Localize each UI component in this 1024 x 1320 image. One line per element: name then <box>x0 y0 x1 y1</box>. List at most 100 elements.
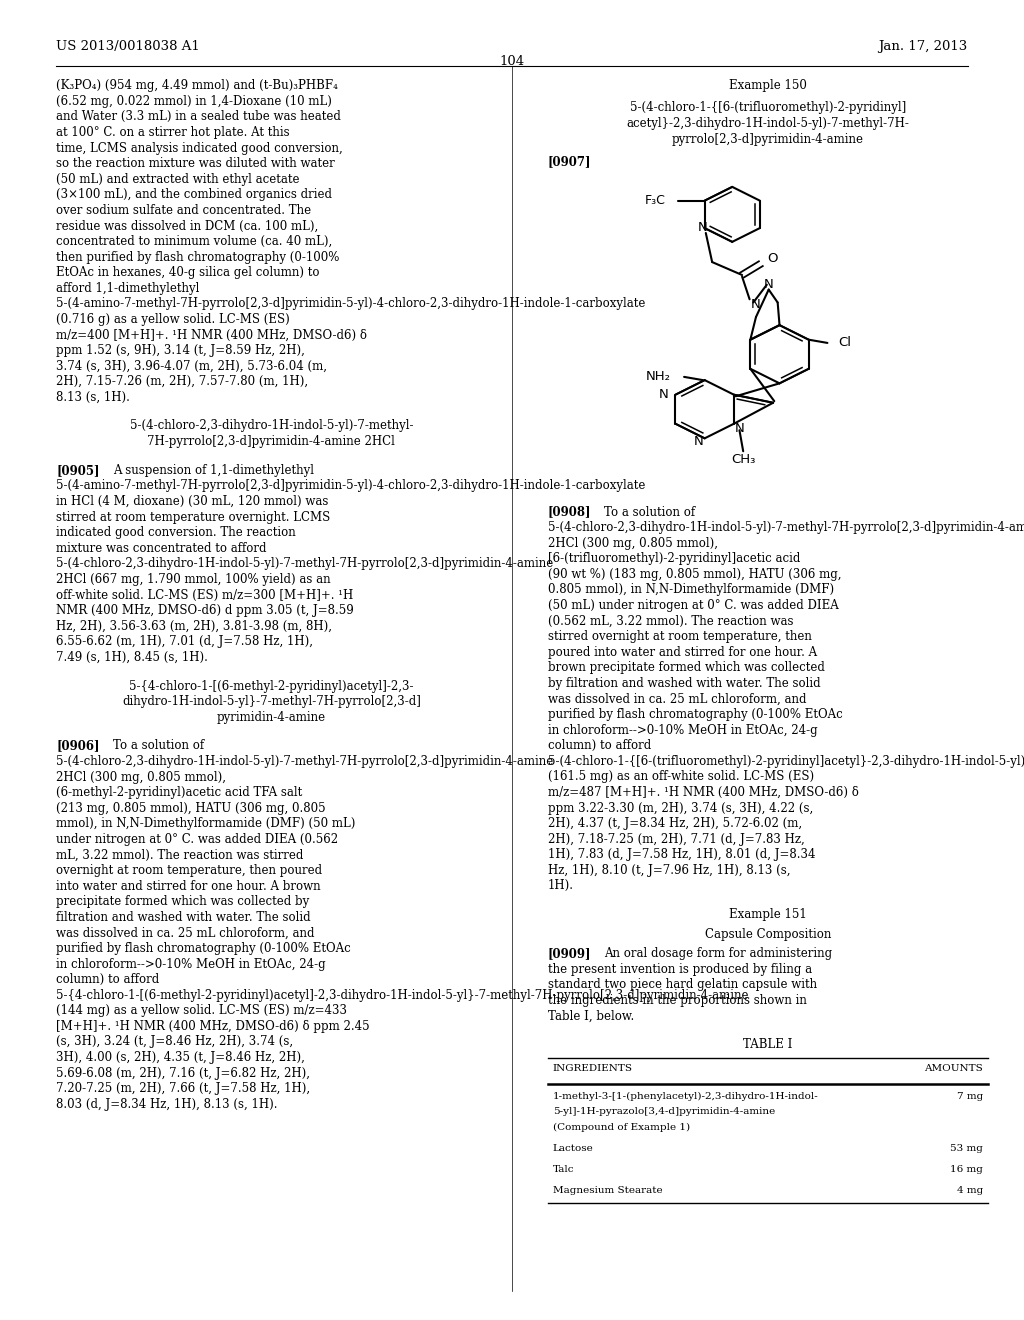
Text: by filtration and washed with water. The solid: by filtration and washed with water. The… <box>548 677 820 690</box>
Text: AMOUNTS: AMOUNTS <box>925 1064 983 1073</box>
Text: was dissolved in ca. 25 mL chloroform, and: was dissolved in ca. 25 mL chloroform, a… <box>548 693 806 705</box>
Text: INGREDIENTS: INGREDIENTS <box>553 1064 633 1073</box>
Text: 5-(4-chloro-1-{[6-(trifluoromethyl)-2-pyridinyl]: 5-(4-chloro-1-{[6-(trifluoromethyl)-2-py… <box>630 102 906 115</box>
Text: acetyl}-2,3-dihydro-1H-indol-5-yl)-7-methyl-7H-: acetyl}-2,3-dihydro-1H-indol-5-yl)-7-met… <box>627 117 909 129</box>
Text: 4 mg: 4 mg <box>956 1185 983 1195</box>
Text: 5-(4-chloro-2,3-dihydro-1H-indol-5-yl)-7-methyl-7H-pyrrolo[2,3-d]pyrimidin-4-ami: 5-(4-chloro-2,3-dihydro-1H-indol-5-yl)-7… <box>56 755 554 768</box>
Text: 104: 104 <box>500 55 524 69</box>
Text: (3×100 mL), and the combined organics dried: (3×100 mL), and the combined organics dr… <box>56 189 333 201</box>
Text: (161.5 mg) as an off-white solid. LC-MS (ES): (161.5 mg) as an off-white solid. LC-MS … <box>548 771 814 783</box>
Text: US 2013/0018038 A1: US 2013/0018038 A1 <box>56 40 200 53</box>
Text: 1H), 7.83 (d, J=7.58 Hz, 1H), 8.01 (d, J=8.34: 1H), 7.83 (d, J=7.58 Hz, 1H), 8.01 (d, J… <box>548 849 815 861</box>
Text: off-white solid. LC-MS (ES) m/z=300 [M+H]+. ¹H: off-white solid. LC-MS (ES) m/z=300 [M+H… <box>56 589 353 602</box>
Text: (Compound of Example 1): (Compound of Example 1) <box>553 1123 690 1133</box>
Text: An oral dosage form for administering: An oral dosage form for administering <box>604 948 833 960</box>
Text: 7.49 (s, 1H), 8.45 (s, 1H).: 7.49 (s, 1H), 8.45 (s, 1H). <box>56 651 208 664</box>
Text: 2HCl (667 mg, 1.790 mmol, 100% yield) as an: 2HCl (667 mg, 1.790 mmol, 100% yield) as… <box>56 573 331 586</box>
Text: mL, 3.22 mmol). The reaction was stirred: mL, 3.22 mmol). The reaction was stirred <box>56 849 304 862</box>
Text: 53 mg: 53 mg <box>950 1144 983 1152</box>
Text: To a solution of: To a solution of <box>604 506 695 519</box>
Text: purified by flash chromatography (0-100% EtOAc: purified by flash chromatography (0-100%… <box>56 942 351 954</box>
Text: Example 151: Example 151 <box>729 908 807 921</box>
Text: 5-yl]-1H-pyrazolo[3,4-d]pyrimidin-4-amine: 5-yl]-1H-pyrazolo[3,4-d]pyrimidin-4-amin… <box>553 1107 775 1117</box>
Text: (6-methyl-2-pyridinyl)acetic acid TFA salt: (6-methyl-2-pyridinyl)acetic acid TFA sa… <box>56 787 302 799</box>
Text: Table I, below.: Table I, below. <box>548 1010 634 1023</box>
Text: N: N <box>734 422 744 436</box>
Text: N: N <box>764 279 773 292</box>
Text: Cl: Cl <box>839 337 852 350</box>
Text: N: N <box>694 436 703 447</box>
Text: stirred at room temperature overnight. LCMS: stirred at room temperature overnight. L… <box>56 511 331 524</box>
Text: overnight at room temperature, then poured: overnight at room temperature, then pour… <box>56 865 323 876</box>
Text: in chloroform-->0-10% MeOH in EtOAc, 24-g: in chloroform-->0-10% MeOH in EtOAc, 24-… <box>548 723 817 737</box>
Text: over sodium sulfate and concentrated. The: over sodium sulfate and concentrated. Th… <box>56 203 311 216</box>
Text: A suspension of 1,1-dimethylethyl: A suspension of 1,1-dimethylethyl <box>113 463 313 477</box>
Text: concentrated to minimum volume (ca. 40 mL),: concentrated to minimum volume (ca. 40 m… <box>56 235 333 248</box>
Text: 1-methyl-3-[1-(phenylacetyl)-2,3-dihydro-1H-indol-: 1-methyl-3-[1-(phenylacetyl)-2,3-dihydro… <box>553 1092 819 1101</box>
Text: mmol), in N,N-Dimethylformamide (DMF) (50 mL): mmol), in N,N-Dimethylformamide (DMF) (5… <box>56 817 355 830</box>
Text: m/z=487 [M+H]+. ¹H NMR (400 MHz, DMSO-d6) δ: m/z=487 [M+H]+. ¹H NMR (400 MHz, DMSO-d6… <box>548 785 859 799</box>
Text: [M+H]+. ¹H NMR (400 MHz, DMSO-d6) δ ppm 2.45: [M+H]+. ¹H NMR (400 MHz, DMSO-d6) δ ppm … <box>56 1020 370 1032</box>
Text: afford 1,1-dimethylethyl: afford 1,1-dimethylethyl <box>56 281 200 294</box>
Text: 5-(4-chloro-2,3-dihydro-1H-indol-5-yl)-7-methyl-7H-pyrrolo[2,3-d]pyrimidin-4-ami: 5-(4-chloro-2,3-dihydro-1H-indol-5-yl)-7… <box>56 557 554 570</box>
Text: residue was dissolved in DCM (ca. 100 mL),: residue was dissolved in DCM (ca. 100 mL… <box>56 219 318 232</box>
Text: (50 mL) and extracted with ethyl acetate: (50 mL) and extracted with ethyl acetate <box>56 173 300 186</box>
Text: 2HCl (300 mg, 0.805 mmol),: 2HCl (300 mg, 0.805 mmol), <box>548 537 718 549</box>
Text: TABLE I: TABLE I <box>743 1039 793 1051</box>
Text: NMR (400 MHz, DMSO-d6) d ppm 3.05 (t, J=8.59: NMR (400 MHz, DMSO-d6) d ppm 3.05 (t, J=… <box>56 605 354 616</box>
Text: Hz, 1H), 8.10 (t, J=7.96 Hz, 1H), 8.13 (s,: Hz, 1H), 8.10 (t, J=7.96 Hz, 1H), 8.13 (… <box>548 863 791 876</box>
Text: mixture was concentrated to afford: mixture was concentrated to afford <box>56 541 267 554</box>
Text: (0.562 mL, 3.22 mmol). The reaction was: (0.562 mL, 3.22 mmol). The reaction was <box>548 615 794 627</box>
Text: ppm 1.52 (s, 9H), 3.14 (t, J=8.59 Hz, 2H),: ppm 1.52 (s, 9H), 3.14 (t, J=8.59 Hz, 2H… <box>56 345 305 356</box>
Text: Jan. 17, 2013: Jan. 17, 2013 <box>879 40 968 53</box>
Text: (0.716 g) as a yellow solid. LC-MS (ES): (0.716 g) as a yellow solid. LC-MS (ES) <box>56 313 290 326</box>
Text: O: O <box>767 252 777 265</box>
Text: so the reaction mixture was diluted with water: so the reaction mixture was diluted with… <box>56 157 335 170</box>
Text: the present invention is produced by filing a: the present invention is produced by fil… <box>548 962 812 975</box>
Text: 7H-pyrrolo[2,3-d]pyrimidin-4-amine 2HCl: 7H-pyrrolo[2,3-d]pyrimidin-4-amine 2HCl <box>147 436 395 447</box>
Text: NH₂: NH₂ <box>646 371 671 383</box>
Text: (90 wt %) (183 mg, 0.805 mmol), HATU (306 mg,: (90 wt %) (183 mg, 0.805 mmol), HATU (30… <box>548 568 842 581</box>
Text: (K₃PO₄) (954 mg, 4.49 mmol) and (t-Bu)₃PHBF₄: (K₃PO₄) (954 mg, 4.49 mmol) and (t-Bu)₃P… <box>56 79 338 92</box>
Text: CH₃: CH₃ <box>731 453 756 466</box>
Text: 16 mg: 16 mg <box>950 1164 983 1173</box>
Text: [0906]: [0906] <box>56 739 99 752</box>
Text: Magnesium Stearate: Magnesium Stearate <box>553 1185 663 1195</box>
Text: (213 mg, 0.805 mmol), HATU (306 mg, 0.805: (213 mg, 0.805 mmol), HATU (306 mg, 0.80… <box>56 801 326 814</box>
Text: stirred overnight at room temperature, then: stirred overnight at room temperature, t… <box>548 630 812 643</box>
Text: in HCl (4 M, dioxane) (30 mL, 120 mmol) was: in HCl (4 M, dioxane) (30 mL, 120 mmol) … <box>56 495 329 508</box>
Text: time, LCMS analysis indicated good conversion,: time, LCMS analysis indicated good conve… <box>56 141 343 154</box>
Text: Talc: Talc <box>553 1164 574 1173</box>
Text: 2HCl (300 mg, 0.805 mmol),: 2HCl (300 mg, 0.805 mmol), <box>56 771 226 784</box>
Text: column) to afford: column) to afford <box>56 973 160 986</box>
Text: EtOAc in hexanes, 40-g silica gel column) to: EtOAc in hexanes, 40-g silica gel column… <box>56 267 319 279</box>
Text: ppm 3.22-3.30 (m, 2H), 3.74 (s, 3H), 4.22 (s,: ppm 3.22-3.30 (m, 2H), 3.74 (s, 3H), 4.2… <box>548 801 813 814</box>
Text: 5-(4-chloro-2,3-dihydro-1H-indol-5-yl)-7-methyl-: 5-(4-chloro-2,3-dihydro-1H-indol-5-yl)-7… <box>130 420 413 433</box>
Text: 2H), 4.37 (t, J=8.34 Hz, 2H), 5.72-6.02 (m,: 2H), 4.37 (t, J=8.34 Hz, 2H), 5.72-6.02 … <box>548 817 802 830</box>
Text: 3H), 4.00 (s, 2H), 4.35 (t, J=8.46 Hz, 2H),: 3H), 4.00 (s, 2H), 4.35 (t, J=8.46 Hz, 2… <box>56 1051 305 1064</box>
Text: Lactose: Lactose <box>553 1144 594 1152</box>
Text: 6.55-6.62 (m, 1H), 7.01 (d, J=7.58 Hz, 1H),: 6.55-6.62 (m, 1H), 7.01 (d, J=7.58 Hz, 1… <box>56 635 313 648</box>
Text: N: N <box>658 388 668 401</box>
Text: poured into water and stirred for one hour. A: poured into water and stirred for one ho… <box>548 645 817 659</box>
Text: [0909]: [0909] <box>548 948 591 960</box>
Text: indicated good conversion. The reaction: indicated good conversion. The reaction <box>56 527 296 539</box>
Text: then purified by flash chromatography (0-100%: then purified by flash chromatography (0… <box>56 251 340 264</box>
Text: (6.52 mg, 0.022 mmol) in 1,4-Dioxane (10 mL): (6.52 mg, 0.022 mmol) in 1,4-Dioxane (10… <box>56 95 332 108</box>
Text: standard two piece hard gelatin capsule with: standard two piece hard gelatin capsule … <box>548 978 817 991</box>
Text: 1H).: 1H). <box>548 879 573 892</box>
Text: filtration and washed with water. The solid: filtration and washed with water. The so… <box>56 911 311 924</box>
Text: 7 mg: 7 mg <box>956 1092 983 1101</box>
Text: 5-(4-chloro-2,3-dihydro-1H-indol-5-yl)-7-methyl-7H-pyrrolo[2,3-d]pyrimidin-4-ami: 5-(4-chloro-2,3-dihydro-1H-indol-5-yl)-7… <box>548 521 1024 535</box>
Text: Example 150: Example 150 <box>729 79 807 92</box>
Text: the ingredients in the proportions shown in: the ingredients in the proportions shown… <box>548 994 807 1007</box>
Text: 2H), 7.18-7.25 (m, 2H), 7.71 (d, J=7.83 Hz,: 2H), 7.18-7.25 (m, 2H), 7.71 (d, J=7.83 … <box>548 833 805 846</box>
Text: 5-{4-chloro-1-[(6-methyl-2-pyridinyl)acetyl]-2,3-dihydro-1H-indol-5-yl}-7-methyl: 5-{4-chloro-1-[(6-methyl-2-pyridinyl)ace… <box>56 989 749 1002</box>
Text: 5-(4-chloro-1-{[6-(trifluoromethyl)-2-pyridinyl]acetyl}-2,3-dihydro-1H-indol-5-y: 5-(4-chloro-1-{[6-(trifluoromethyl)-2-py… <box>548 755 1024 768</box>
Text: N: N <box>751 297 760 310</box>
Text: (144 mg) as a yellow solid. LC-MS (ES) m/z=433: (144 mg) as a yellow solid. LC-MS (ES) m… <box>56 1005 347 1018</box>
Text: 8.03 (d, J=8.34 Hz, 1H), 8.13 (s, 1H).: 8.03 (d, J=8.34 Hz, 1H), 8.13 (s, 1H). <box>56 1098 278 1110</box>
Text: pyrimidin-4-amine: pyrimidin-4-amine <box>217 710 326 723</box>
Text: at 100° C. on a stirrer hot plate. At this: at 100° C. on a stirrer hot plate. At th… <box>56 125 290 139</box>
Text: precipitate formed which was collected by: precipitate formed which was collected b… <box>56 895 309 908</box>
